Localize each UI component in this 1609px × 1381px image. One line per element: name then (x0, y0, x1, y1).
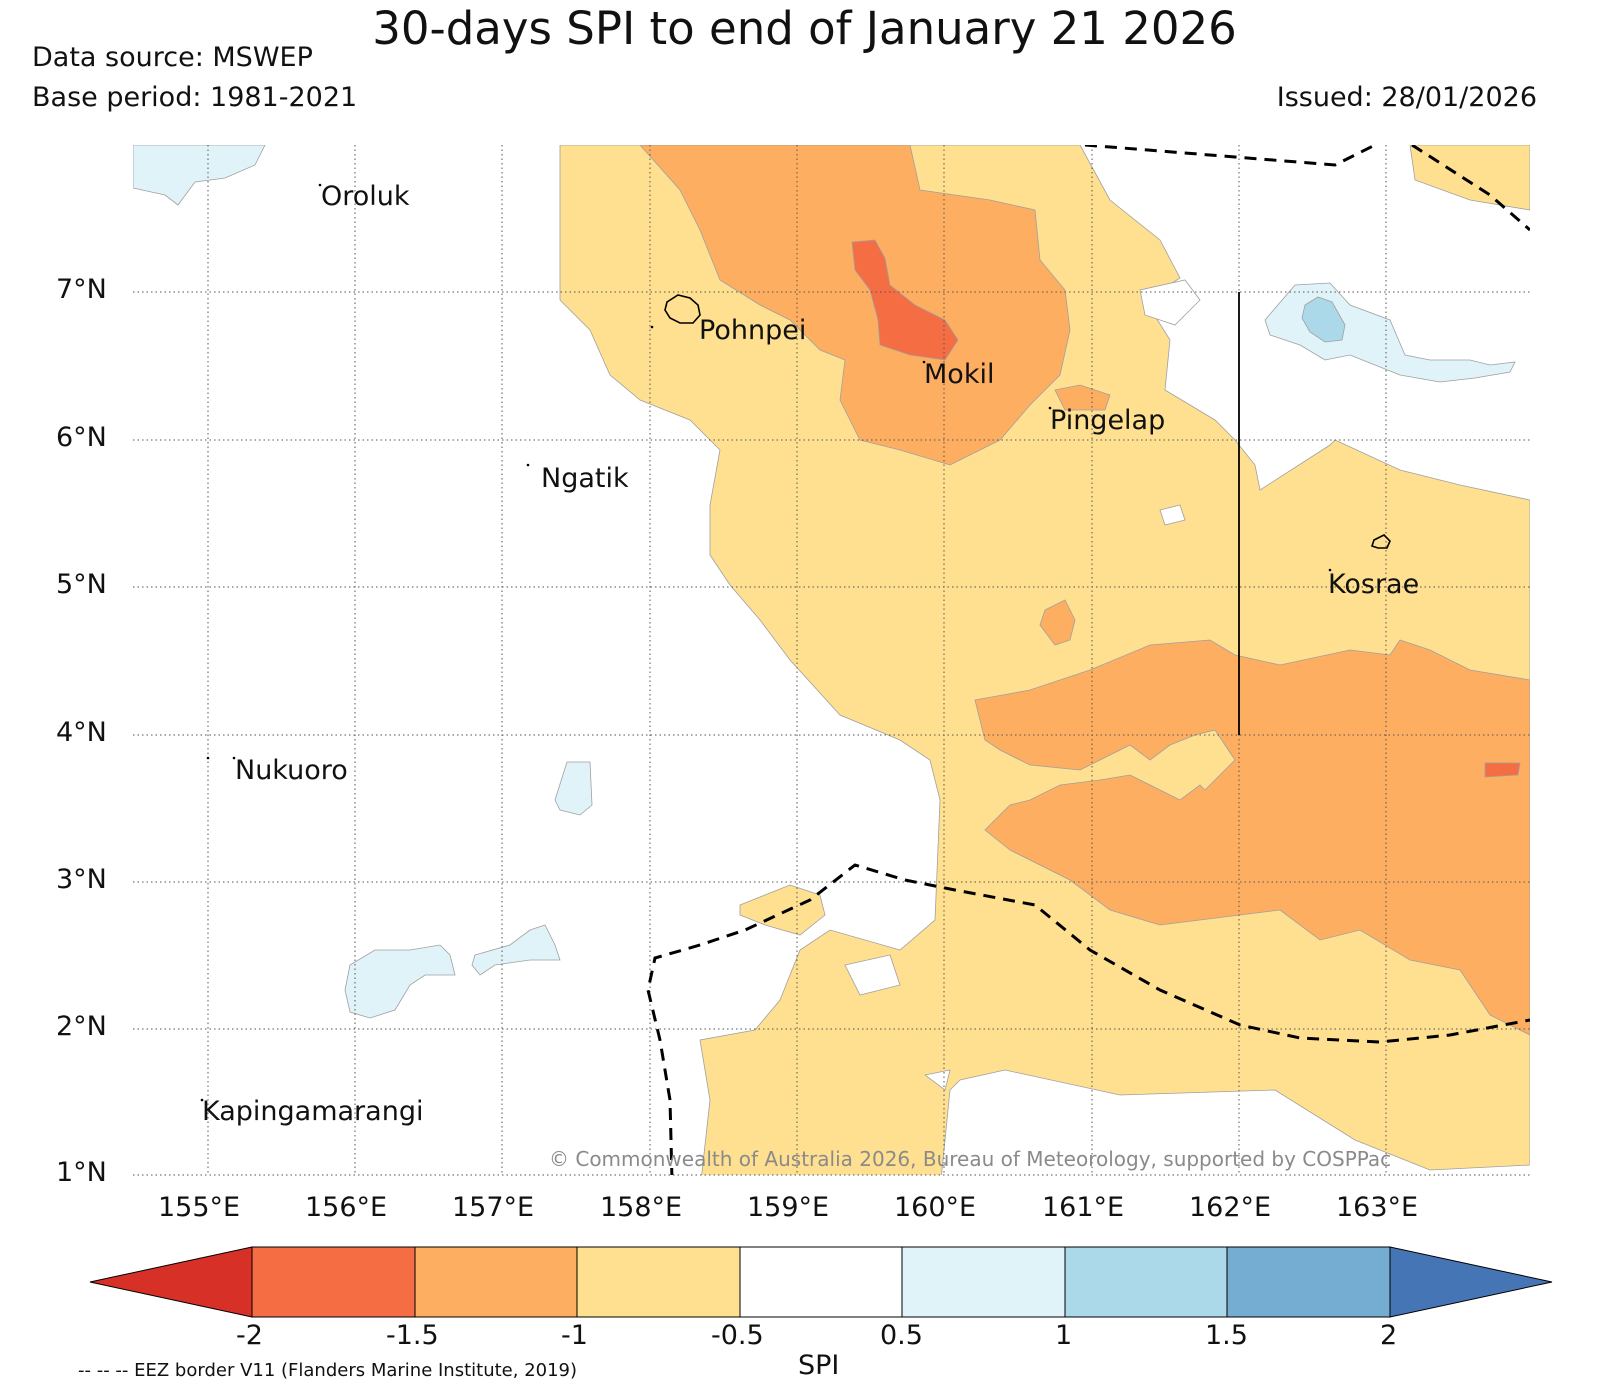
spi-field-p05-p1-nw (133, 145, 266, 206)
place-label-nukuoro: Nukuoro (235, 755, 348, 786)
colorbar-tick-m1: -1 (561, 1320, 588, 1351)
base-period-label: Base period: 1981-2021 (32, 82, 358, 113)
place-label-kapingamarangi: Kapingamarangi (202, 1096, 424, 1127)
spi-field-p05-p1-sw (344, 944, 456, 1019)
spi-colorbar (89, 1246, 1553, 1318)
kosrae-island-outline (1370, 534, 1391, 549)
data-source-label: Data source: MSWEP (32, 42, 313, 73)
spi-field-m15-m1-south (974, 639, 1530, 1036)
spi-neutral-hole-2 (1159, 504, 1186, 526)
eez-border-northeast (1411, 145, 1530, 232)
spi-field-p1-p15 (1301, 296, 1346, 343)
colorbar-tick-p1: 1 (1055, 1320, 1073, 1351)
spi-field-m15-m1-patch-b (1054, 384, 1111, 411)
lon-label-162e: 162°E (1189, 1192, 1272, 1223)
colorbar-tick-p2: 2 (1380, 1320, 1398, 1351)
colorbar-bin-6 (1064, 1246, 1228, 1318)
spi-field-p05-p1-mid (554, 761, 593, 816)
spi-field-p05-p1-sw2 (471, 924, 561, 976)
lon-label-156e: 156°E (305, 1192, 388, 1223)
colorbar-tick-p05: 0.5 (880, 1320, 923, 1351)
colorbar-label: SPI (798, 1350, 840, 1381)
colorbar-tick-p15: 1.5 (1205, 1320, 1248, 1351)
lat-label-3n: 3°N (56, 864, 107, 895)
colorbar-bin-1 (251, 1246, 416, 1318)
eez-border-north (1084, 145, 1376, 167)
colorbar-tick-m2: -2 (236, 1320, 263, 1351)
spi-field-m15-m1-north (639, 145, 1071, 466)
lon-label-159e: 159°E (747, 1192, 830, 1223)
colorbar-bin-2 (414, 1246, 578, 1318)
spi-field-m1-m05-ne (1409, 145, 1530, 211)
eez-borders (646, 145, 1530, 1175)
place-markers (200, 183, 1332, 1102)
lon-label-155e: 155°E (158, 1192, 241, 1223)
colorbar-tick-m05: -0.5 (711, 1320, 764, 1351)
issued-date-label: Issued: 28/01/2026 (1276, 82, 1537, 113)
spi-neutral-hole-4 (924, 1069, 951, 1091)
eez-footnote: -- -- -- EEZ border V11 (Flanders Marine… (78, 1360, 578, 1381)
colorbar-bin-4 (739, 1246, 903, 1318)
colorbar-extend-low (89, 1246, 253, 1318)
spi-neutral-hole-3 (844, 954, 901, 996)
map-title: 30-days SPI to end of January 21 2026 (372, 2, 1237, 55)
colorbar-bin-5 (901, 1246, 1066, 1318)
lon-label-158e: 158°E (600, 1192, 683, 1223)
place-label-pingelap: Pingelap (1050, 405, 1166, 436)
colorbar-extend-high (1389, 1246, 1553, 1318)
lat-label-7n: 7°N (56, 274, 107, 305)
lon-label-160e: 160°E (894, 1192, 977, 1223)
graticule (133, 145, 1530, 1176)
place-label-mokil: Mokil (924, 359, 995, 390)
spi-field-m1-m05 (559, 145, 1530, 1175)
pohnpei-island-outline (664, 294, 701, 324)
lat-label-5n: 5°N (56, 569, 107, 600)
spi-field-m1-m05-patch (739, 884, 826, 936)
place-label-oroluk: Oroluk (321, 181, 410, 212)
place-label-ngatik: Ngatik (541, 463, 629, 494)
spi-field-m15-m1-patch-a (1039, 599, 1076, 646)
lon-label-157e: 157°E (452, 1192, 535, 1223)
colorbar-bin-3 (576, 1246, 741, 1318)
colorbar-bin-7 (1226, 1246, 1391, 1318)
lat-label-2n: 2°N (56, 1011, 107, 1042)
spi-fields (133, 145, 1530, 1175)
lat-label-6n: 6°N (56, 422, 107, 453)
spi-field-p05-p1-ne (1264, 282, 1516, 383)
lon-label-163e: 163°E (1336, 1192, 1419, 1223)
spi-field-m2-m15-east (1484, 762, 1521, 778)
copyright-notice: © Commonwealth of Australia 2026, Bureau… (549, 1147, 1392, 1171)
place-label-pohnpei: Pohnpei (699, 315, 807, 346)
eez-border-south (646, 863, 1530, 1175)
spi-field-m2-m15 (851, 239, 959, 361)
lon-label-161e: 161°E (1042, 1192, 1125, 1223)
lat-label-4n: 4°N (56, 717, 107, 748)
lat-label-1n: 1°N (56, 1157, 107, 1188)
colorbar-tick-m15: -1.5 (386, 1320, 439, 1351)
place-label-kosrae: Kosrae (1328, 569, 1420, 600)
spi-neutral-hole-1 (1139, 279, 1201, 326)
